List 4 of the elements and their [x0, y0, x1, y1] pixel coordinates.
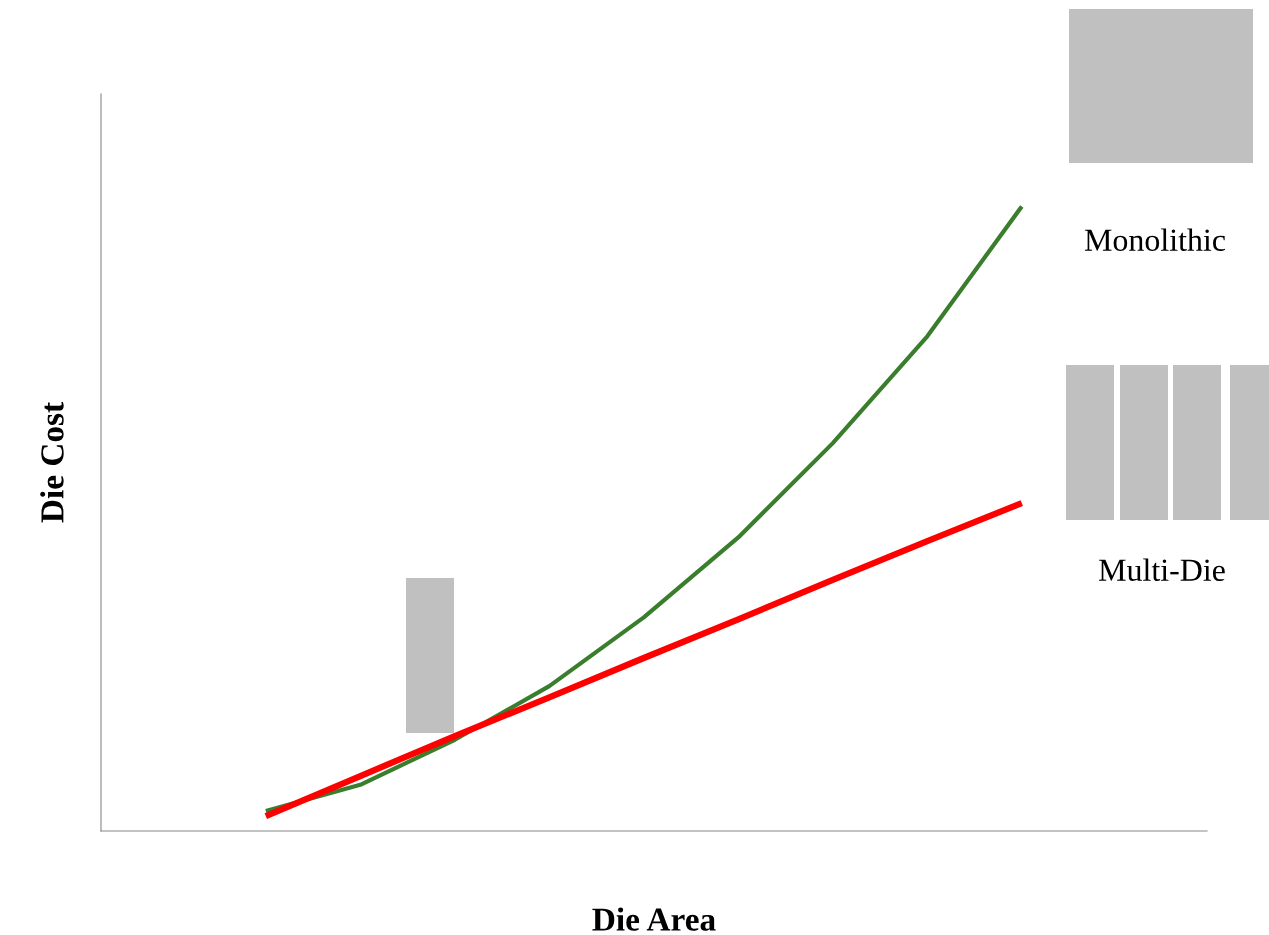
y-axis-title: Die Cost: [40, 402, 64, 523]
text: Monolithic: [1084, 228, 1225, 251]
text: Multi-Die: [1099, 558, 1225, 581]
x-axis-title: Die Area: [592, 907, 716, 931]
